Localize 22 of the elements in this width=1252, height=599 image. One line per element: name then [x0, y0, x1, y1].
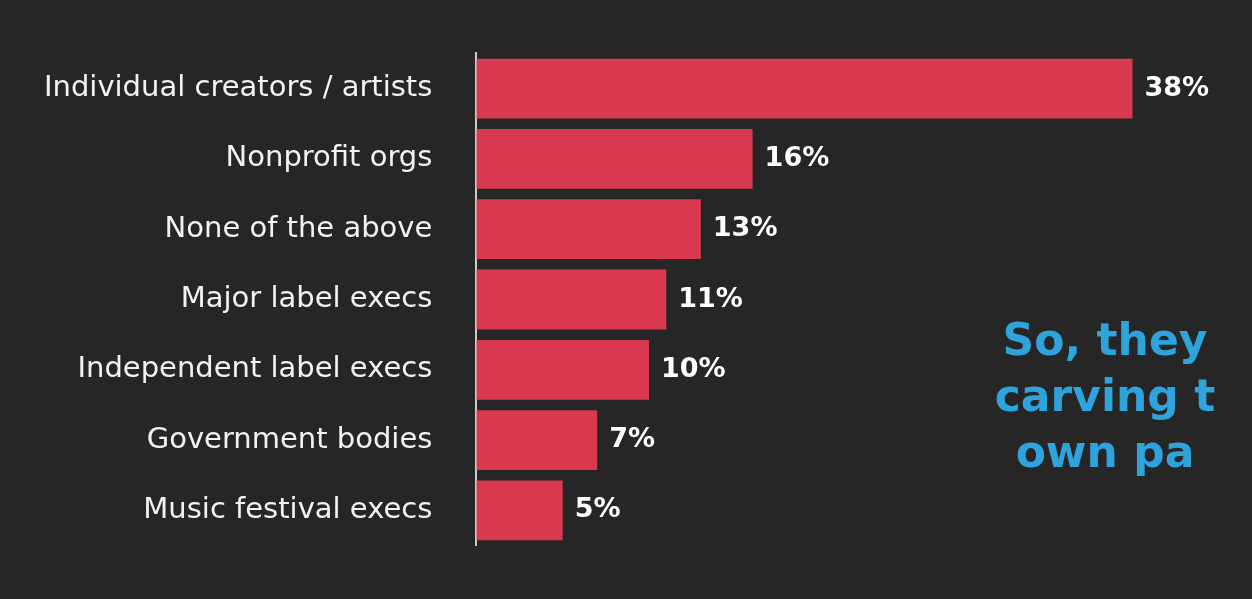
y-tick-label: Independent label execs — [77, 350, 433, 385]
bar — [476, 199, 701, 260]
bar — [476, 480, 563, 541]
data-label: 38% — [1144, 70, 1210, 102]
data-label: 11% — [678, 281, 743, 313]
annotation: So, they carving t own pa — [993, 313, 1217, 479]
y-tick-label: Major label execs — [180, 280, 433, 315]
y-tick-label: Nonprofit orgs — [225, 139, 433, 174]
y-tick-label: None of the above — [164, 209, 433, 244]
bar — [476, 339, 650, 400]
data-label: 5% — [574, 492, 621, 524]
data-label: 10% — [661, 351, 726, 383]
bar — [476, 58, 1133, 119]
bar — [476, 269, 667, 330]
bar — [476, 410, 598, 471]
data-label: 16% — [764, 140, 830, 172]
data-label: 13% — [712, 211, 778, 243]
y-tick-label: Government bodies — [146, 420, 433, 455]
y-tick-label: Music festival execs — [143, 490, 433, 525]
bar — [476, 128, 753, 189]
y-tick-label: Individual creators / artists — [44, 69, 433, 104]
data-label: 7% — [609, 422, 656, 454]
